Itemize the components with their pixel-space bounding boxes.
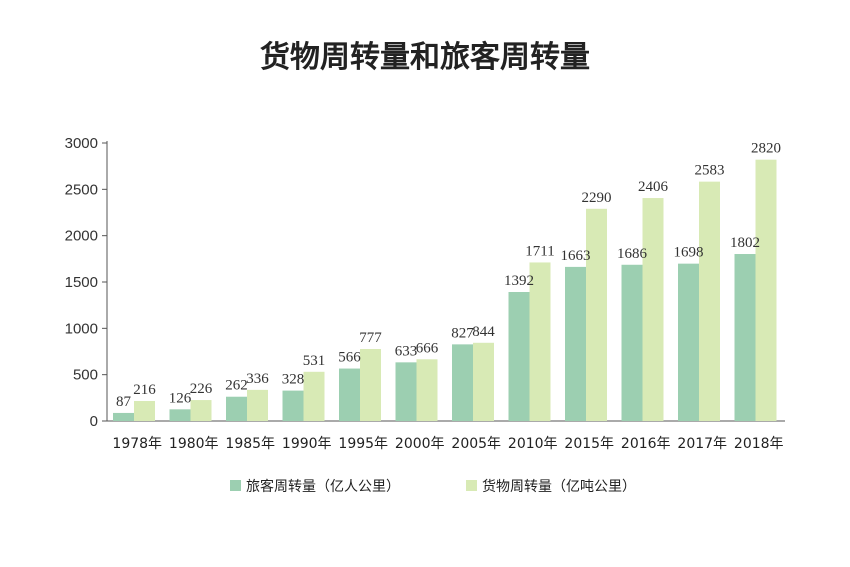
data-label: 827	[451, 325, 474, 341]
x-tick-label: 2000年	[395, 436, 445, 452]
x-tick-label: 2018年	[734, 436, 784, 452]
data-label: 2406	[638, 179, 669, 195]
x-axis: 1978年 1980年 1985年 1990年 1995年 2000年 2005年 2010年…	[107, 420, 785, 452]
y-tick-label: 3000	[65, 135, 98, 152]
y-axis: 0 500 1000 1500 2000 2500 3000	[65, 135, 108, 430]
data-label: 777	[359, 330, 382, 346]
freight-bar	[755, 159, 777, 421]
x-tick-label: 2016年	[621, 436, 671, 452]
data-label: 1392	[504, 273, 534, 289]
legend-label: 旅客周转量（亿人公里）	[246, 478, 400, 495]
x-tick-label: 2017年	[677, 436, 727, 452]
passenger-bar	[678, 263, 699, 421]
freight-bar	[247, 389, 268, 421]
passenger-bar	[395, 362, 417, 421]
legend-swatch	[230, 480, 241, 491]
freight-bar	[190, 400, 212, 421]
x-tick-label: 2005年	[451, 436, 501, 452]
data-label: 1698	[674, 245, 704, 261]
passenger-bar	[734, 254, 756, 421]
data-label: 1711	[525, 243, 554, 259]
freight-bar	[134, 400, 155, 421]
passenger-bar	[169, 409, 191, 421]
data-label: 531	[303, 353, 326, 369]
x-tick-label: 2010年	[508, 436, 558, 452]
data-label: 336	[246, 371, 269, 387]
passenger-bar	[339, 368, 360, 421]
freight-bar	[642, 198, 664, 421]
data-label: 87	[116, 394, 132, 410]
data-label: 1663	[561, 248, 591, 264]
passenger-bar	[282, 390, 304, 421]
x-tick-label: 1985年	[225, 436, 275, 452]
freight-bar	[303, 371, 325, 421]
x-tick-label: 1990年	[282, 436, 332, 452]
freight-bar	[360, 348, 381, 421]
data-label: 126	[169, 390, 192, 406]
data-label: 226	[190, 381, 213, 397]
data-label: 2290	[582, 190, 612, 206]
x-tick-label: 1980年	[169, 436, 219, 452]
passenger-bar	[226, 396, 247, 421]
freight-bar	[529, 262, 551, 421]
chart-title: 货物周转量和旅客周转量	[260, 40, 590, 75]
y-tick-label: 1500	[65, 274, 98, 291]
y-tick-label: 2500	[65, 181, 98, 198]
data-label: 666	[416, 340, 439, 356]
data-label: 1686	[617, 246, 648, 262]
y-tick-label: 2000	[65, 228, 98, 245]
data-label: 566	[338, 350, 361, 366]
bar-series	[113, 159, 777, 421]
data-label: 216	[133, 382, 156, 398]
passenger-bar	[508, 292, 530, 421]
legend-swatch	[466, 480, 477, 491]
y-tick-label: 500	[73, 367, 98, 384]
legend: 旅客周转量（亿人公里） 货物周转量（亿吨公里）	[230, 478, 636, 495]
freight-bar	[586, 208, 607, 421]
x-tick-label: 2015年	[564, 436, 614, 452]
y-tick-label: 1000	[65, 320, 98, 337]
data-label: 328	[282, 372, 305, 388]
x-tick-label: 1978年	[112, 436, 162, 452]
data-label: 633	[395, 343, 418, 359]
data-label: 844	[472, 324, 495, 340]
data-label: 2583	[695, 163, 725, 179]
data-label: 2820	[751, 141, 781, 157]
freight-bar	[416, 359, 438, 421]
legend-label: 货物周转量（亿吨公里）	[482, 478, 636, 495]
data-label: 262	[225, 378, 248, 394]
x-tick-label: 1995年	[338, 436, 388, 452]
y-tick-label: 0	[90, 413, 98, 430]
passenger-bar	[565, 266, 586, 421]
freight-bar	[699, 181, 720, 421]
passenger-bar	[621, 264, 643, 421]
freight-bar	[473, 342, 494, 421]
passenger-bar	[452, 344, 473, 421]
passenger-bar	[113, 412, 134, 421]
data-label: 1802	[730, 235, 760, 251]
